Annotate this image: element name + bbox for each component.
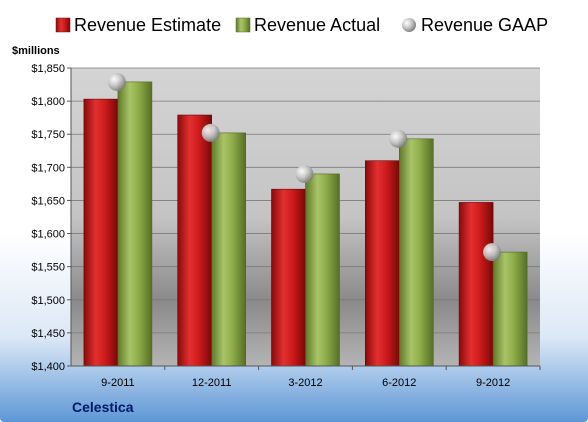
bar-revenue-actual: [492, 251, 528, 367]
bar-revenue-actual: [117, 81, 153, 367]
gaap-marker: [389, 129, 408, 148]
gaap-marker: [295, 164, 314, 183]
bar-revenue-estimate: [364, 160, 400, 367]
y-tick-label: $1,450: [31, 328, 65, 340]
y-tick-label: $1,650: [31, 195, 65, 207]
x-tick-label: 3-2012: [288, 377, 322, 389]
x-tick-label: 9-2012: [476, 377, 510, 389]
x-tick-label: 6-2012: [382, 377, 416, 389]
bars: [83, 81, 528, 367]
legend: Revenue Estimate Revenue Actual Revenue …: [55, 15, 548, 35]
bar-revenue-estimate: [458, 202, 494, 367]
y-tick-label: $1,600: [31, 229, 65, 241]
gaap-marker: [483, 243, 502, 262]
gaap-marker: [201, 123, 220, 142]
y-tick-label: $1,750: [31, 129, 65, 141]
company-name: Celestica: [72, 399, 134, 415]
y-tick-label: $1,700: [31, 162, 65, 174]
x-tick-label: 12-2011: [192, 377, 232, 389]
bar-revenue-actual: [398, 138, 434, 367]
bar-revenue-actual: [211, 132, 246, 367]
y-tick-label: $1,400: [31, 361, 65, 373]
y-axis-title: $millions: [12, 45, 60, 57]
legend-swatch-actual: [235, 17, 251, 33]
bar-revenue-estimate: [271, 188, 306, 367]
gaap-marker: [107, 72, 126, 91]
x-axis-ticks: 9-2011 12-2011 3-2012 6-2012 9-2012: [101, 366, 541, 389]
y-axis-ticks: $1,400 $1,450 $1,500 $1,550 $1,600 $1,650 $1,7…: [31, 63, 71, 373]
legend-label-gaap: Revenue GAAP: [421, 15, 548, 35]
bar-revenue-estimate: [83, 98, 119, 367]
gaap-markers: [107, 72, 502, 262]
legend-swatch-gaap: [402, 18, 416, 32]
x-tick-label: 9-2011: [101, 377, 134, 389]
y-tick-label: $1,550: [31, 262, 65, 274]
legend-label-actual: Revenue Actual: [254, 15, 380, 35]
bar-revenue-estimate: [177, 114, 212, 367]
y-tick-label: $1,500: [31, 295, 65, 307]
legend-label-estimate: Revenue Estimate: [74, 15, 221, 35]
y-tick-label: $1,800: [31, 96, 65, 108]
y-tick-label: $1,850: [31, 63, 65, 75]
bar-revenue-actual: [305, 173, 340, 367]
legend-swatch-estimate: [55, 17, 71, 33]
